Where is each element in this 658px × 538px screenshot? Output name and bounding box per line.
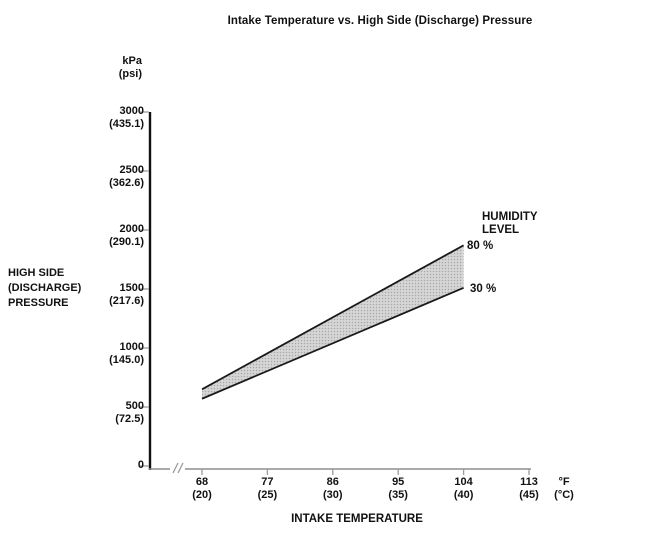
legend-title: HUMIDITY LEVEL xyxy=(482,211,538,236)
y-tick-label: 500 (72.5) xyxy=(115,400,144,425)
axis-break-mask xyxy=(170,464,185,474)
x-axis-unit-label: °F (°C) xyxy=(546,476,582,502)
x-tick-label: 95 (35) xyxy=(388,476,408,501)
x-unit-c: (°C) xyxy=(554,489,574,501)
x-tick-label: 104 (40) xyxy=(453,476,474,501)
y-tick-label: 1500 (217.6) xyxy=(109,282,144,307)
series-label-80-percent: 80 % xyxy=(467,240,494,252)
y-tick-label: 2500 (362.6) xyxy=(109,164,144,189)
axis-break-mark xyxy=(172,462,179,474)
y-tick-label: 1000 (145.0) xyxy=(109,341,144,366)
chart-title: Intake Temperature vs. High Side (Discha… xyxy=(227,15,533,27)
humidity-band xyxy=(202,245,464,399)
series-label-30-percent: 30 % xyxy=(470,283,497,295)
y-unit-psi: (psi) xyxy=(118,68,142,80)
humidity-30-percent-line xyxy=(201,286,464,400)
y-tick-label: 2000 (290.1) xyxy=(109,223,144,248)
y-tick-label: 0 xyxy=(137,459,144,471)
x-tick-label: 77 (25) xyxy=(257,476,278,501)
x-axis-title: INTAKE TEMPERATURE xyxy=(291,513,423,525)
y-axis-title: HIGH SIDE (DISCHARGE) PRESSURE xyxy=(8,267,82,309)
y-axis-unit-label: kPa (psi) xyxy=(60,55,142,81)
y-unit-kpa: kPa xyxy=(122,55,142,67)
humidity-80-percent-line xyxy=(201,244,465,391)
x-unit-f: °F xyxy=(558,476,570,488)
x-tick-label: 113 (45) xyxy=(519,476,539,501)
x-tick-label: 68 (20) xyxy=(192,476,212,501)
x-tick-label: 86 (30) xyxy=(323,476,343,501)
y-tick-label: 3000 (435.1) xyxy=(109,105,144,130)
axis-break-mark xyxy=(177,462,184,474)
